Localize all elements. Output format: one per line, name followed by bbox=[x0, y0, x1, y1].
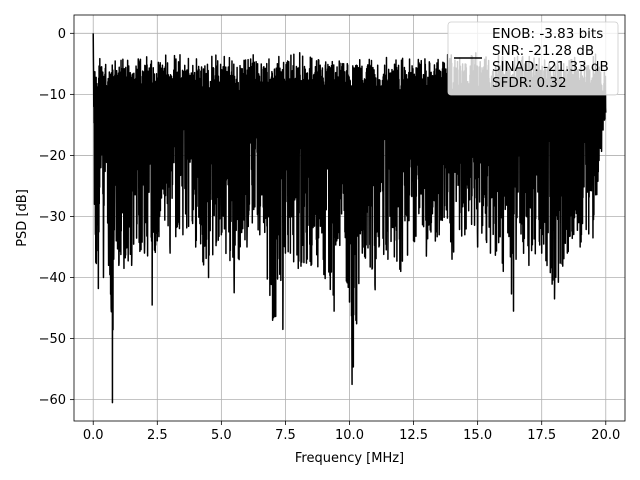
legend-entry-snr: SNR: -21.28 dB bbox=[492, 43, 594, 59]
y-tick-label: 0 bbox=[58, 27, 66, 42]
x-tick-label: 5.0 bbox=[211, 428, 232, 443]
legend-entry-sinad: SINAD: -21.33 dB bbox=[492, 59, 609, 75]
legend-box bbox=[447, 21, 619, 96]
x-tick-label: 20.0 bbox=[591, 428, 620, 443]
y-axis-label: PSD [dB] bbox=[15, 189, 30, 247]
y-tick-label: −10 bbox=[39, 88, 66, 103]
x-axis-label: Frequency [MHz] bbox=[295, 451, 404, 466]
x-tick-label: 7.5 bbox=[275, 428, 296, 443]
y-tick-label: −30 bbox=[39, 210, 66, 225]
x-tick-label: 0.0 bbox=[83, 428, 104, 443]
x-tick-label: 10.0 bbox=[335, 428, 364, 443]
x-tick-label: 2.5 bbox=[147, 428, 168, 443]
psd-series bbox=[92, 33, 607, 404]
psd-series-line bbox=[92, 33, 607, 404]
legend-entry-enob: ENOB: -3.83 bits bbox=[492, 26, 603, 42]
y-tick-label: −50 bbox=[39, 332, 66, 347]
y-tick-label: −20 bbox=[39, 149, 66, 164]
x-tick-label: 15.0 bbox=[463, 428, 492, 443]
x-tick-label: 17.5 bbox=[527, 428, 556, 443]
ticks: 0.0 2.5 5.0 7.5 10.0 12.5 15.0 17.5 20.0 0 −10 −20 −… bbox=[39, 27, 621, 443]
y-tick-label: −40 bbox=[39, 271, 66, 286]
legend: ENOB: -3.83 bits SNR: -21.28 dB SINAD: -… bbox=[447, 21, 619, 96]
legend-entry-sfdr: SFDR: 0.32 bbox=[492, 75, 567, 91]
x-tick-label: 12.5 bbox=[399, 428, 428, 443]
y-tick-label: −60 bbox=[39, 393, 66, 408]
